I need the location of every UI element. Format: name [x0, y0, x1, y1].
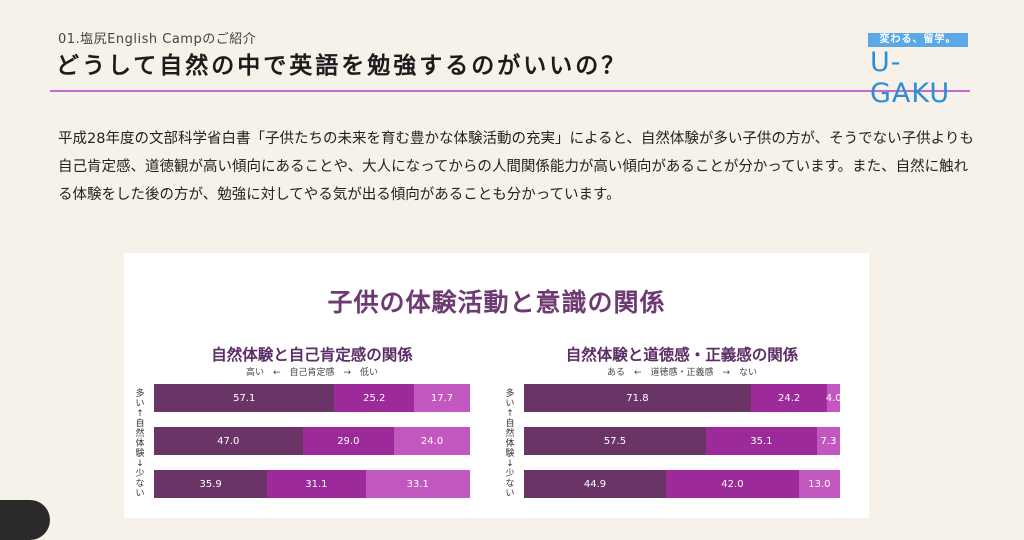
page-title: どうして自然の中で英語を勉強するのがいいの？: [56, 53, 628, 79]
y-axis-label: 多い ↑ 自然体験 ↓ 少ない: [135, 389, 145, 499]
stacked-bar-row: 47.0 29.0 24.0: [154, 427, 470, 455]
panel-title: 自然体験と自己肯定感の関係: [211, 346, 413, 364]
panel-scale-label: 高い ← 自己肯定感 → 低い: [245, 368, 379, 378]
bar-segment: 71.8: [524, 384, 751, 412]
stacked-bar-row: 44.9 42.0 13.0: [524, 470, 840, 498]
bar-segment: 4.0: [826, 384, 842, 412]
bar-segment: 29.0: [302, 427, 395, 455]
panel-title: 自然体験と道徳感・正義感の関係: [565, 346, 799, 364]
bar-segment: 35.1: [705, 427, 817, 455]
y-axis-label: 多い ↑ 自然体験 ↓ 少ない: [505, 389, 515, 499]
stacked-bar-row: 71.8 24.2 4.0: [524, 384, 842, 412]
bar-segment: 7.3: [816, 427, 840, 455]
page-header: 01.塩尻English Campのご紹介 どうして自然の中で英語を勉強するのが…: [0, 0, 1024, 109]
intro-paragraph: 平成28年度の文部科学省白書「子供たちの未来を育む豊かな体験活動の充実」によると…: [58, 131, 974, 203]
bar-segment: 44.9: [524, 470, 667, 498]
bar-segment: 57.1: [154, 384, 335, 412]
logo-tagline: 変わる、留学。: [868, 33, 968, 47]
bar-segment: 42.0: [666, 470, 799, 498]
bar-segment: 31.1: [267, 470, 366, 498]
stacked-bar-row: 57.1 25.2 17.7: [154, 384, 470, 412]
corner-overlay: [0, 500, 50, 540]
bar-segment: 25.2: [334, 384, 415, 412]
panel-scale-label: ある ← 道徳感・正義感 → ない: [606, 368, 758, 378]
bar-segment: 13.0: [798, 470, 840, 498]
logo-wordmark: U-GAKU: [870, 47, 951, 109]
bar-segment: 35.9: [154, 470, 268, 498]
section-subtitle: 01.塩尻English Campのご紹介: [58, 32, 257, 47]
chart-card: 子供の体験活動と意識の関係 自然体験と自己肯定感の関係 高い ← 自己肯定感 →…: [124, 253, 869, 518]
bar-segment: 47.0: [154, 427, 303, 455]
stacked-bar-row: 57.5 35.1 7.3: [524, 427, 840, 455]
bar-segment: 33.1: [365, 470, 470, 498]
bar-segment: 17.7: [414, 384, 470, 412]
u-gaku-logo[interactable]: 変わる、留学。 U-GAKU: [868, 33, 968, 109]
chart-title: 子供の体験活動と意識の関係: [327, 288, 666, 317]
bar-segment: 24.2: [750, 384, 828, 412]
bar-segment: 57.5: [524, 427, 706, 455]
bar-segment: 24.0: [394, 427, 470, 455]
title-divider: [50, 90, 970, 92]
stacked-bar-row: 35.9 31.1 33.1: [154, 470, 470, 498]
